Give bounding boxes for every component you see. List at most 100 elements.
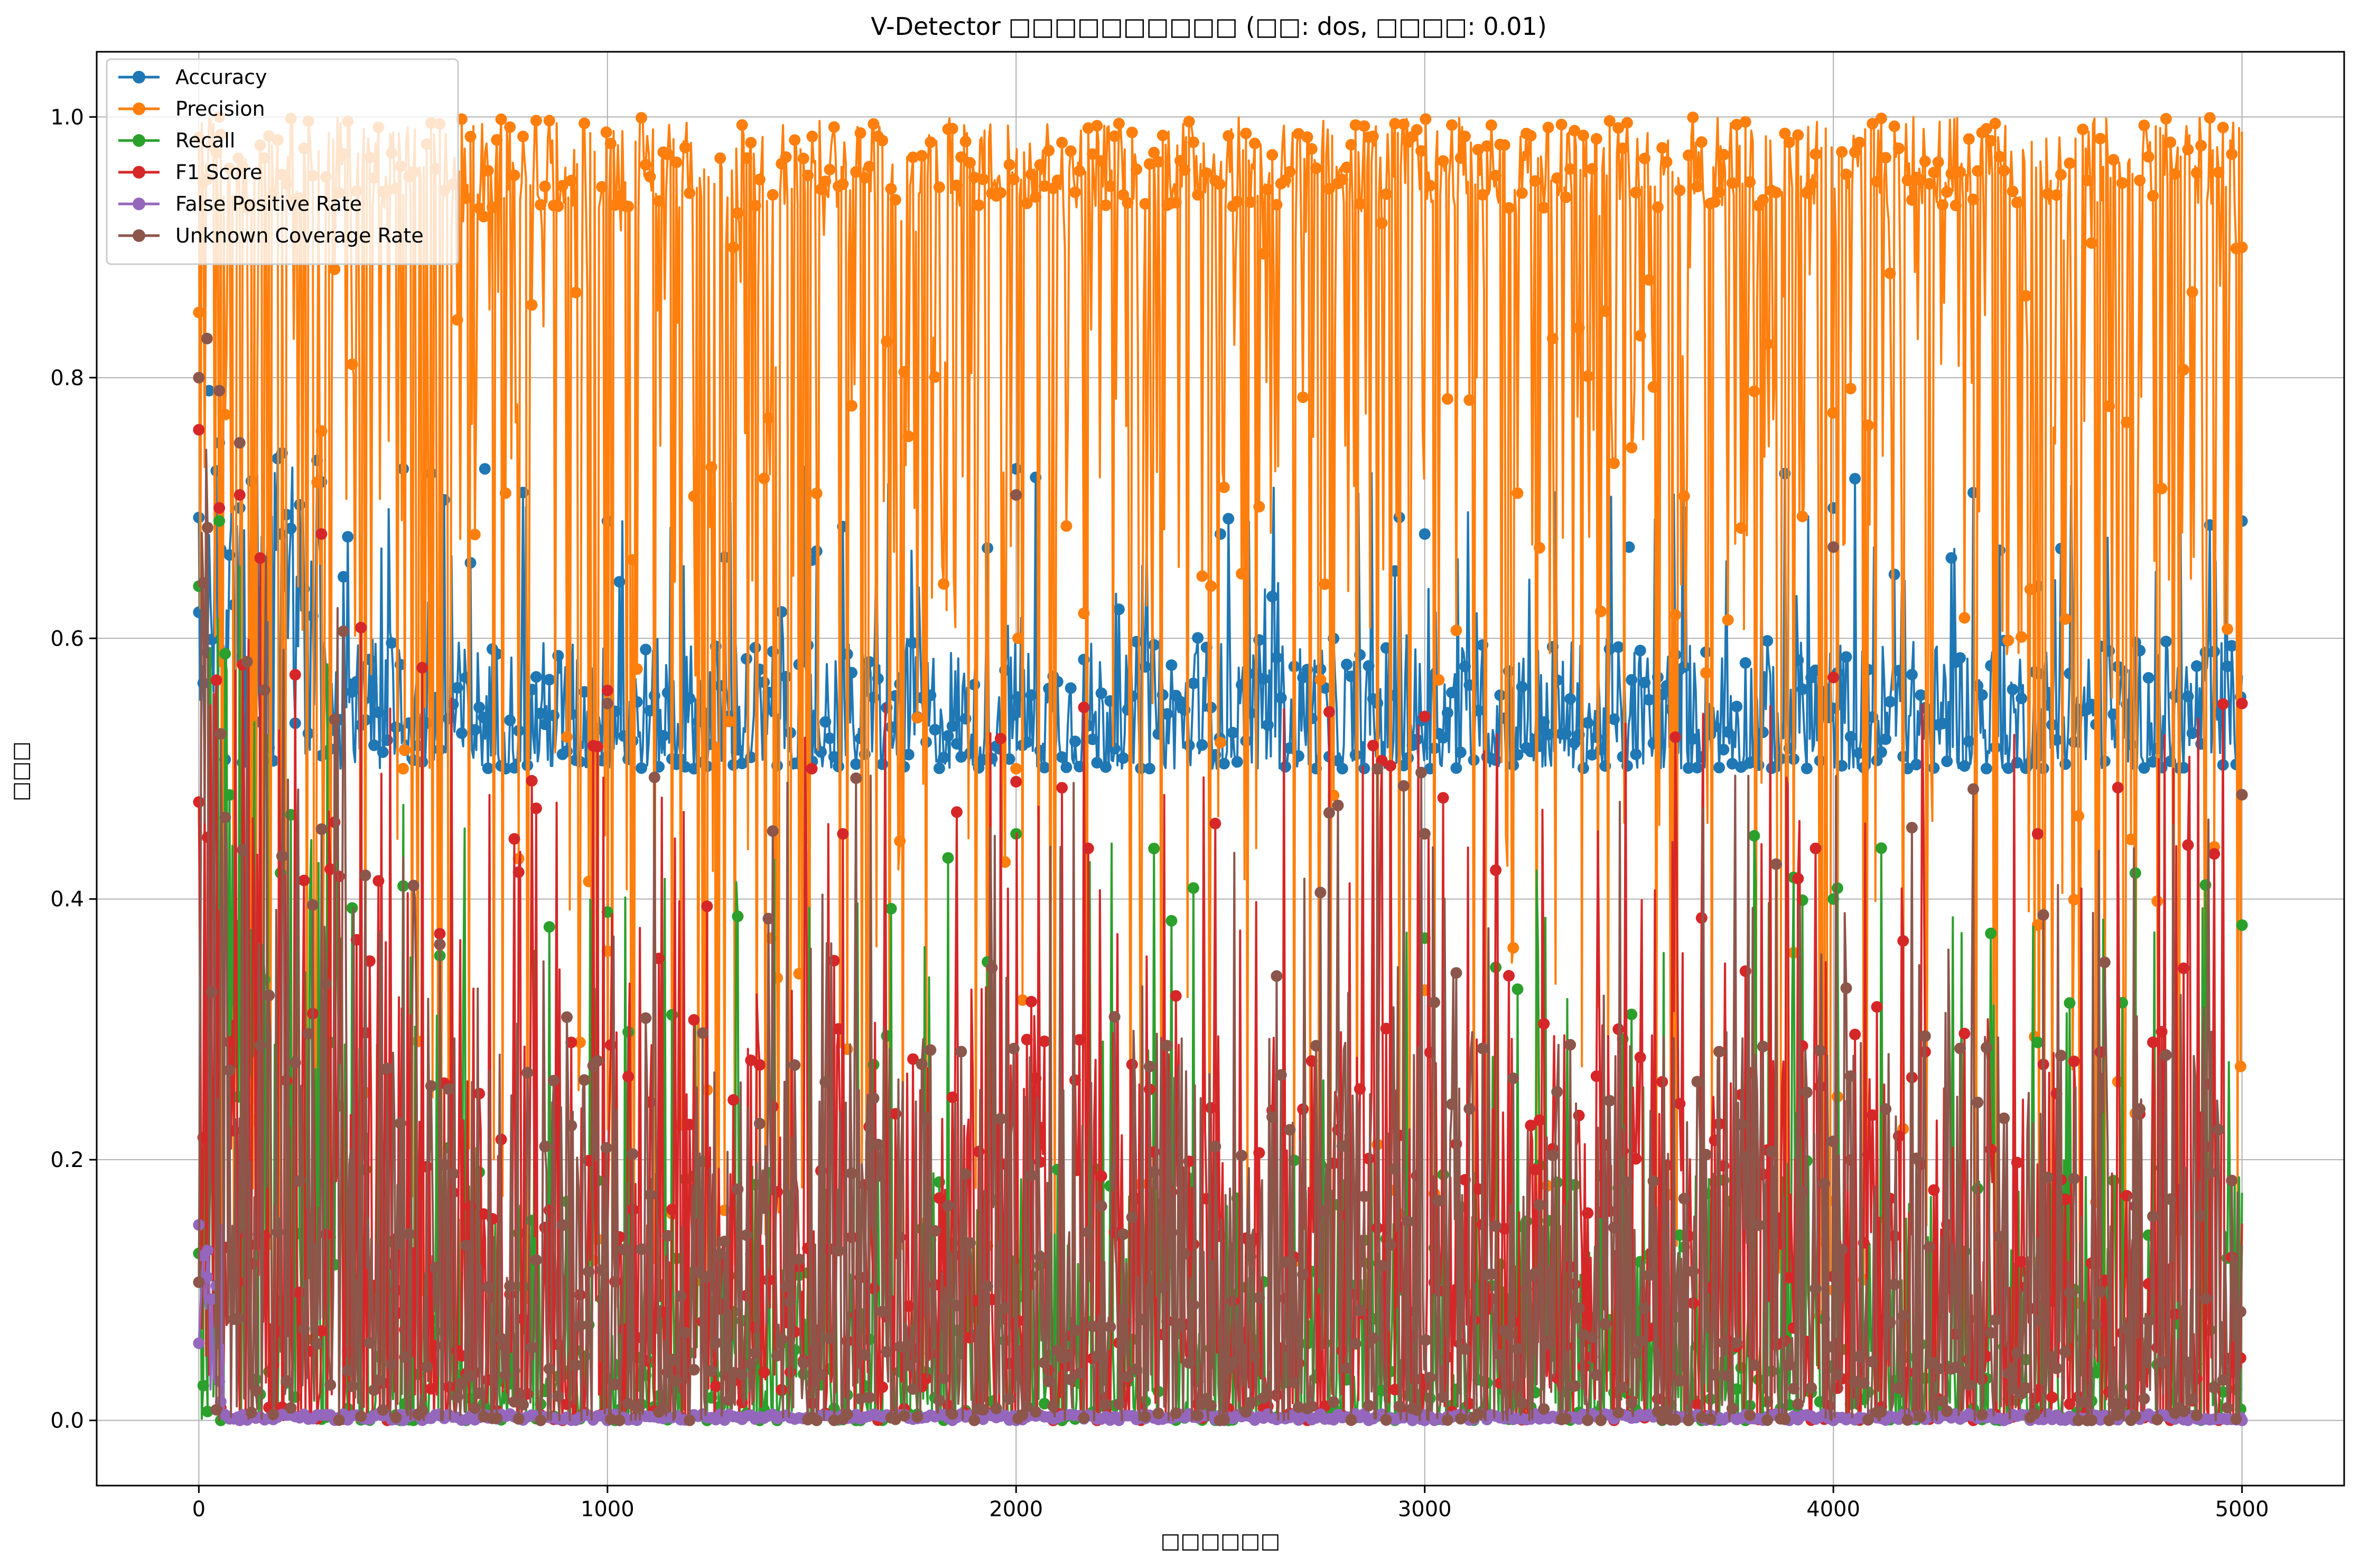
data-point bbox=[530, 802, 542, 814]
data-point bbox=[350, 1280, 362, 1292]
data-point bbox=[1038, 1397, 1050, 1410]
data-point bbox=[2077, 1396, 2089, 1408]
data-point bbox=[1266, 149, 1279, 161]
data-point bbox=[1639, 152, 1650, 164]
data-point bbox=[2142, 151, 2154, 163]
data-point bbox=[1928, 762, 1940, 774]
data-point bbox=[1200, 167, 1212, 179]
data-point bbox=[837, 828, 849, 840]
data-point bbox=[1972, 1096, 1984, 1108]
legend-marker bbox=[133, 71, 145, 83]
data-point bbox=[1647, 1175, 1659, 1187]
data-point bbox=[1687, 1265, 1699, 1277]
data-point bbox=[951, 806, 963, 818]
data-point bbox=[1709, 196, 1721, 208]
data-point bbox=[824, 732, 836, 744]
data-point bbox=[1266, 1111, 1279, 1123]
data-point bbox=[1880, 152, 1892, 164]
data-point bbox=[1779, 1413, 1791, 1425]
data-point bbox=[1113, 603, 1125, 615]
data-point bbox=[1735, 761, 1747, 773]
data-point bbox=[1161, 708, 1173, 720]
data-point bbox=[1319, 578, 1331, 590]
data-point bbox=[1025, 996, 1037, 1007]
data-point bbox=[1779, 127, 1791, 139]
data-point bbox=[986, 962, 998, 974]
data-point bbox=[1735, 522, 1747, 534]
data-point bbox=[1590, 1070, 1602, 1082]
data-point bbox=[2160, 1049, 2172, 1061]
data-point bbox=[1170, 990, 1182, 1002]
data-point bbox=[684, 187, 696, 199]
data-point bbox=[574, 1037, 586, 1049]
data-point bbox=[911, 1411, 924, 1423]
data-point bbox=[556, 180, 568, 192]
legend-label: Accuracy bbox=[175, 66, 267, 89]
data-point bbox=[1485, 1268, 1497, 1280]
data-point bbox=[1993, 151, 2005, 163]
legend-label: Recall bbox=[175, 129, 235, 152]
data-point bbox=[1827, 893, 1840, 905]
data-point bbox=[736, 1369, 748, 1381]
data-point bbox=[2234, 1305, 2246, 1318]
data-point bbox=[1836, 146, 1848, 158]
data-point bbox=[1792, 129, 1804, 141]
data-point bbox=[1126, 1211, 1138, 1224]
data-point bbox=[1761, 635, 1774, 647]
data-point bbox=[1722, 614, 1734, 626]
data-point bbox=[1695, 136, 1708, 148]
data-point bbox=[1271, 199, 1283, 211]
data-point bbox=[203, 385, 215, 397]
data-point bbox=[517, 1398, 529, 1411]
data-point bbox=[1161, 1040, 1173, 1052]
data-point bbox=[460, 192, 472, 204]
data-point bbox=[753, 1117, 766, 1130]
data-point bbox=[1739, 1151, 1751, 1163]
data-point bbox=[508, 762, 520, 774]
data-point bbox=[482, 1281, 494, 1293]
data-point bbox=[1941, 1405, 1953, 1417]
data-point bbox=[1704, 1413, 1717, 1425]
data-point bbox=[1297, 391, 1309, 403]
data-point bbox=[1420, 1334, 1432, 1346]
data-point bbox=[1726, 1403, 1738, 1414]
data-point bbox=[1744, 176, 1756, 188]
data-point bbox=[1231, 1337, 1243, 1349]
data-point bbox=[1419, 828, 1431, 840]
data-point bbox=[1280, 1256, 1291, 1268]
data-point bbox=[2046, 1392, 2058, 1403]
data-point bbox=[281, 1375, 293, 1387]
data-point bbox=[1695, 751, 1708, 763]
data-point bbox=[1047, 1400, 1059, 1412]
data-point bbox=[1849, 1029, 1861, 1041]
data-point bbox=[727, 241, 740, 254]
data-point bbox=[495, 1332, 507, 1345]
data-point bbox=[1792, 1398, 1804, 1410]
data-point bbox=[1179, 164, 1191, 176]
data-point bbox=[1678, 1192, 1690, 1205]
data-point bbox=[315, 823, 328, 835]
data-point bbox=[1358, 1190, 1370, 1202]
data-point bbox=[1853, 1350, 1865, 1362]
data-point bbox=[2204, 112, 2216, 124]
data-point bbox=[2226, 1174, 2238, 1187]
data-point bbox=[1218, 1414, 1230, 1426]
data-point bbox=[478, 711, 490, 723]
data-point bbox=[1507, 1072, 1519, 1085]
data-point bbox=[2112, 1409, 2124, 1421]
data-point bbox=[758, 1366, 770, 1378]
data-point bbox=[2116, 1397, 2128, 1409]
data-point bbox=[670, 1375, 683, 1387]
data-point bbox=[213, 385, 226, 397]
data-point bbox=[1135, 1313, 1147, 1326]
data-point bbox=[1831, 882, 1843, 894]
data-point bbox=[1534, 542, 1545, 554]
data-point bbox=[1586, 1331, 1598, 1343]
data-point bbox=[648, 771, 660, 783]
data-point bbox=[1862, 1414, 1874, 1426]
data-point bbox=[2195, 1210, 2207, 1222]
data-point bbox=[368, 739, 380, 751]
data-point bbox=[2165, 136, 2177, 148]
data-point bbox=[1481, 140, 1493, 152]
data-point bbox=[1937, 199, 1948, 211]
